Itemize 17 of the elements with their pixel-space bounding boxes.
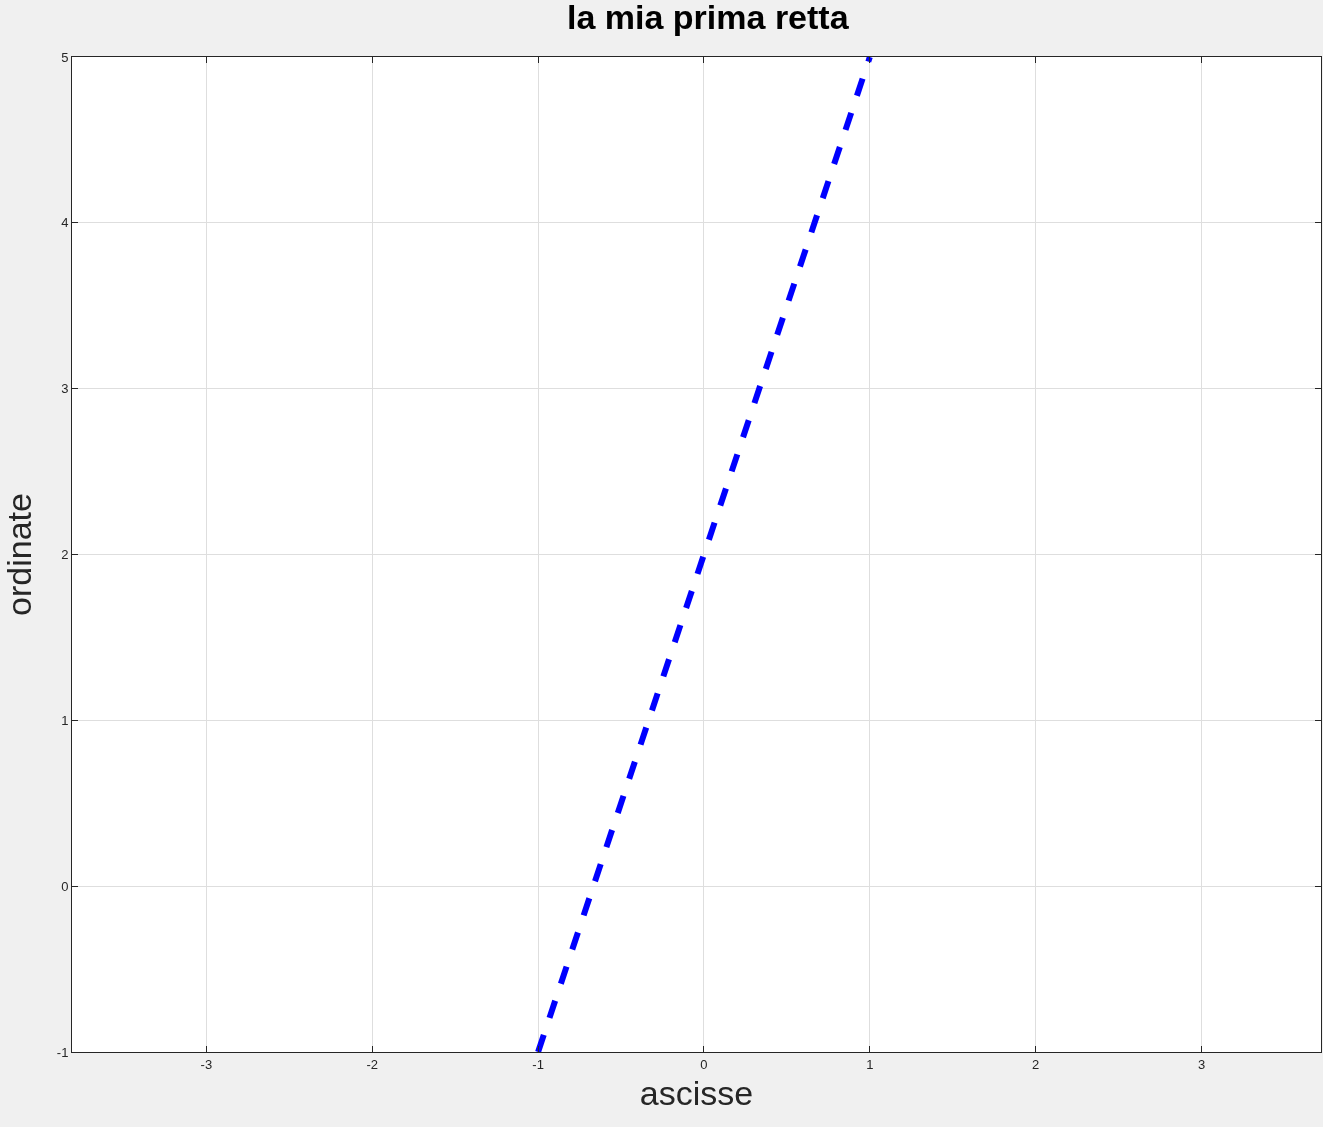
x-tick-label: -1 bbox=[532, 1056, 544, 1072]
x-tick-label: 0 bbox=[700, 1056, 708, 1072]
y-tick-label: 4 bbox=[61, 215, 69, 231]
y-tick-label: -1 bbox=[56, 1044, 69, 1060]
chart-title: la mia prima retta bbox=[567, 0, 850, 37]
y-axis-title: ordinate bbox=[0, 493, 39, 616]
y-tick-label: 0 bbox=[61, 878, 69, 894]
x-axis-title: ascisse bbox=[639, 1073, 754, 1112]
x-tick-label: 1 bbox=[866, 1056, 874, 1072]
y-tick-label: 2 bbox=[61, 547, 69, 563]
y-tick-label: 5 bbox=[61, 49, 69, 65]
x-tick-label: 3 bbox=[1197, 1056, 1206, 1072]
x-tick-label: -3 bbox=[200, 1056, 213, 1072]
y-tick-label: 1 bbox=[61, 712, 69, 728]
y-tick-label: 3 bbox=[61, 381, 69, 397]
x-tick-label: 2 bbox=[1032, 1056, 1040, 1072]
x-tick-label: -2 bbox=[366, 1056, 378, 1072]
